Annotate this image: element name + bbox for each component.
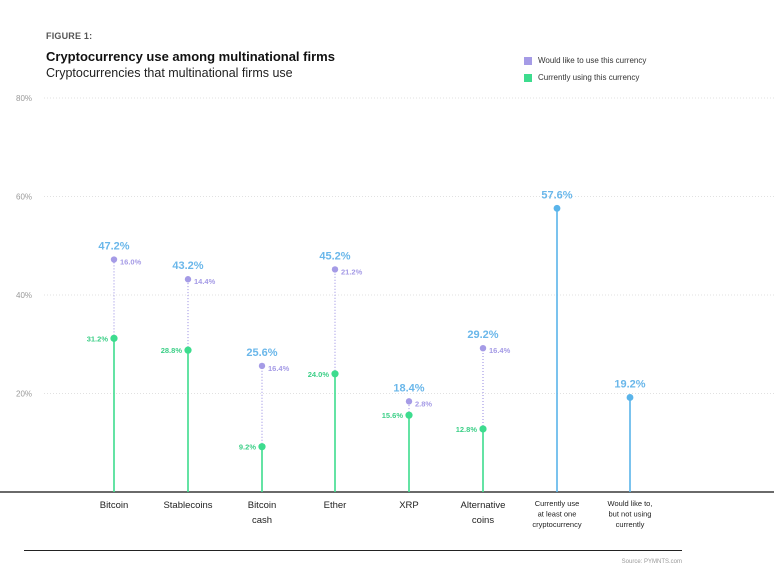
legend-item-want: Would like to use this currency [524,52,646,69]
legend-item-using: Currently using this currency [524,69,646,86]
using-value-label: 9.2% [239,443,256,452]
summary-category-label: Would like to, [608,499,653,508]
legend-label-using: Currently using this currency [538,73,640,82]
using-value-label: 24.0% [308,370,330,379]
legend: Would like to use this currency Currentl… [524,52,646,86]
summary-category-label: at least one [538,510,577,519]
summary-value-label: 57.6% [541,189,572,201]
using-dot [405,411,413,419]
want-dot [184,276,192,283]
category-label: Bitcoin [248,500,277,511]
want-value-label: 21.2% [341,267,363,276]
want-dot [331,266,339,273]
y-tick-label: 60% [16,193,32,202]
using-value-label: 12.8% [456,425,478,434]
using-dot [479,425,487,433]
want-dot [405,398,413,405]
using-value-label: 15.6% [382,411,404,420]
summary-category-label: currently [616,520,645,529]
summary-category-label: but not using [609,510,652,519]
source-note: Source: PYMNTS.com [621,559,682,565]
legend-label-want: Would like to use this currency [538,56,647,65]
total-value-label: 43.2% [172,260,203,272]
want-dot [479,344,487,352]
want-dot [110,256,118,263]
chart-title: Cryptocurrency use among multinational f… [46,49,335,64]
using-value-label: 31.2% [87,334,109,343]
total-value-label: 18.4% [393,382,424,394]
want-value-label: 16.4% [489,346,511,355]
using-dot [110,334,118,342]
summary-value-label: 19.2% [614,378,645,390]
using-value-label: 28.8% [161,346,183,355]
using-dot [258,443,266,451]
using-dot [184,346,192,354]
category-label: XRP [399,500,419,511]
want-dot [258,362,266,370]
total-value-label: 29.2% [467,329,498,341]
category-label: cash [252,515,272,526]
want-value-label: 16.4% [268,364,290,373]
category-label: Bitcoin [100,500,129,511]
summary-dot [626,394,634,401]
legend-swatch-want [524,56,532,65]
summary-dot [553,204,561,212]
category-label: Ether [324,500,347,511]
want-value-label: 16.0% [120,258,142,267]
category-label: Stablecoins [163,500,212,511]
bottom-rule [24,550,682,551]
using-dot [331,370,339,378]
total-value-label: 47.2% [98,241,129,253]
y-tick-label: 20% [16,390,32,399]
y-tick-label: 80% [16,94,32,103]
y-tick-label: 40% [16,291,32,300]
chart-subtitle: Cryptocurrencies that multinational firm… [46,66,293,80]
category-label: Alternative [461,500,506,511]
summary-category-label: cryptocurrency [532,520,581,529]
category-label: coins [472,515,494,526]
want-value-label: 2.8% [415,399,432,408]
figure-label: FIGURE 1: [46,31,93,41]
total-value-label: 45.2% [319,250,350,262]
legend-swatch-using [524,73,532,82]
summary-category-label: Currently use [535,499,580,508]
total-value-label: 25.6% [246,347,277,359]
want-value-label: 14.4% [194,277,216,286]
